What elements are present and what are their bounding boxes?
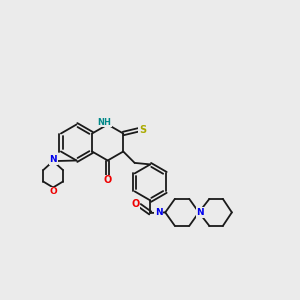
- Text: N: N: [196, 208, 204, 217]
- Text: N: N: [49, 155, 57, 164]
- Text: O: O: [103, 175, 112, 185]
- Text: NH: NH: [97, 118, 111, 127]
- Text: N: N: [155, 208, 163, 217]
- Text: S: S: [139, 125, 146, 135]
- Text: O: O: [49, 188, 57, 196]
- Text: O: O: [131, 199, 140, 209]
